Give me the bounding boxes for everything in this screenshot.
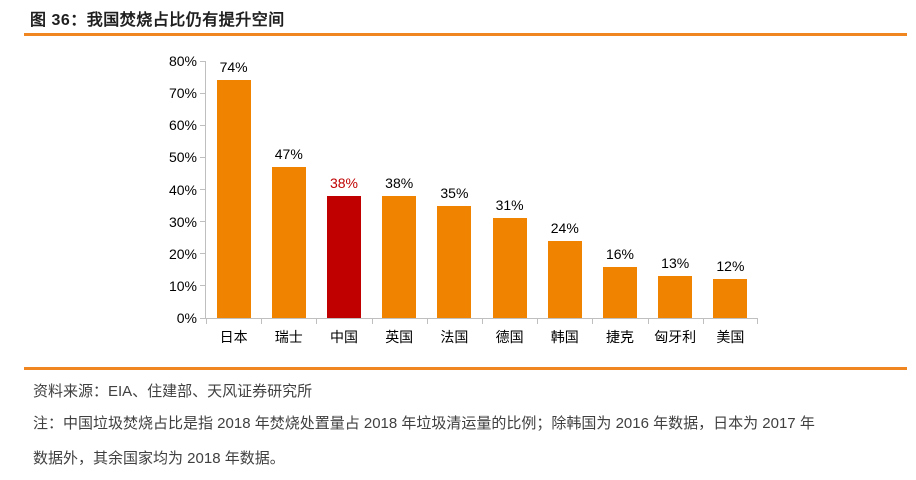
bar (713, 279, 748, 318)
x-axis-tick (757, 319, 758, 324)
category-label: 韩国 (550, 329, 579, 345)
category-label: 中国 (329, 329, 358, 345)
y-axis-label: 50% (168, 149, 197, 166)
y-axis-label: 70% (168, 85, 197, 102)
bar (382, 195, 417, 318)
y-axis-label: 20% (168, 245, 197, 262)
bar-chart-plot-area: 0% 10% 20% 30% 40% 50% 60% 70% 80% 74% 日本 47% 瑞士 38% 中… (169, 53, 758, 345)
x-axis-tick (482, 319, 483, 324)
bar (437, 205, 472, 318)
y-axis-tick (200, 156, 205, 158)
note-line-1: 注：中国垃圾焚烧占比是指 2018 年焚烧处置量占 2018 年垃圾清运量的比例… (33, 415, 815, 432)
bar (271, 167, 306, 318)
x-axis-tick (426, 319, 428, 324)
y-axis-label: 30% (168, 213, 197, 230)
bar-value-label: 31% (495, 197, 524, 214)
x-axis-tick (316, 319, 318, 324)
y-axis-tick (200, 285, 205, 287)
y-axis-label: 10% (168, 277, 197, 294)
x-axis-tick (647, 319, 649, 324)
category-label: 英国 (385, 329, 414, 345)
category-label: 德国 (495, 329, 524, 345)
x-axis-tick (371, 319, 373, 324)
category-label: 匈牙利 (654, 329, 697, 345)
bar-value-label: 74% (219, 59, 248, 76)
source-text: 资料来源：EIA、住建部、天风证券研究所 (33, 383, 313, 400)
bar-value-label: 38% (329, 174, 358, 191)
figure-title: 图 36：我国焚烧占比仍有提升空间 (30, 12, 285, 29)
y-axis-label: 80% (168, 53, 197, 69)
category-label: 法国 (440, 329, 469, 345)
y-axis-label: 0% (176, 310, 197, 326)
bar-value-label: 12% (716, 258, 745, 275)
bar-value-label: 13% (661, 255, 690, 272)
note-text: 注：中国垃圾焚烧占比是指 2018 年焚烧处置量占 2018 年垃圾清运量的比例… (33, 406, 903, 476)
category-label: 捷克 (605, 329, 634, 345)
bar-value-label: 38% (385, 174, 414, 191)
note-line-2: 数据外，其余国家均为 2018 年数据。 (33, 450, 285, 467)
y-axis-tick (200, 221, 205, 223)
y-axis-tick (200, 317, 205, 319)
chart-divider-line (24, 367, 907, 370)
bar-value-label: 35% (440, 184, 469, 201)
bar (603, 266, 637, 318)
category-label: 瑞士 (274, 329, 303, 345)
y-axis-tick (200, 124, 205, 126)
bar (547, 240, 582, 318)
x-axis-tick (261, 319, 263, 324)
x-axis-tick (702, 319, 704, 324)
bar (327, 195, 361, 318)
y-axis-tick (200, 60, 205, 62)
bar (216, 80, 251, 318)
bar-value-label: 47% (274, 146, 303, 163)
y-axis-tick (200, 92, 205, 94)
x-axis-tick (537, 319, 539, 324)
y-axis-label: 60% (168, 117, 197, 134)
bar (658, 276, 693, 318)
title-divider-line (24, 33, 907, 36)
y-axis-tick (200, 189, 205, 190)
category-label: 日本 (219, 329, 248, 345)
bar-value-label: 16% (605, 245, 634, 262)
y-axis-tick (200, 253, 205, 255)
bar-value-label: 24% (550, 219, 579, 236)
x-axis-tick (592, 319, 594, 324)
y-axis-label: 40% (168, 181, 197, 198)
bar (492, 218, 527, 318)
x-axis-tick (206, 319, 207, 324)
category-label: 美国 (716, 329, 745, 345)
